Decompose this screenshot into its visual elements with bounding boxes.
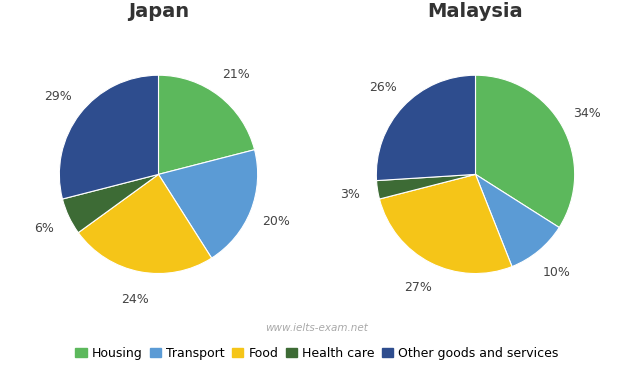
Wedge shape xyxy=(158,75,254,174)
Wedge shape xyxy=(377,75,476,181)
Title: Malaysia: Malaysia xyxy=(428,3,523,22)
Text: 24%: 24% xyxy=(121,293,148,306)
Wedge shape xyxy=(158,150,257,258)
Wedge shape xyxy=(78,174,212,273)
Wedge shape xyxy=(63,174,158,233)
Text: 29%: 29% xyxy=(44,90,72,103)
Title: Japan: Japan xyxy=(128,3,189,22)
Text: 10%: 10% xyxy=(543,266,571,279)
Text: www.ielts-exam.net: www.ielts-exam.net xyxy=(266,324,368,333)
Legend: Housing, Transport, Food, Health care, Other goods and services: Housing, Transport, Food, Health care, O… xyxy=(70,342,564,365)
Text: 3%: 3% xyxy=(340,188,360,201)
Text: 6%: 6% xyxy=(34,222,54,235)
Wedge shape xyxy=(380,174,512,273)
Wedge shape xyxy=(377,174,476,199)
Text: 34%: 34% xyxy=(573,107,600,120)
Wedge shape xyxy=(60,75,158,199)
Text: 26%: 26% xyxy=(369,81,397,94)
Text: 21%: 21% xyxy=(223,68,250,81)
Wedge shape xyxy=(476,75,574,227)
Wedge shape xyxy=(476,174,559,267)
Text: 27%: 27% xyxy=(404,281,432,294)
Text: 20%: 20% xyxy=(262,214,290,227)
